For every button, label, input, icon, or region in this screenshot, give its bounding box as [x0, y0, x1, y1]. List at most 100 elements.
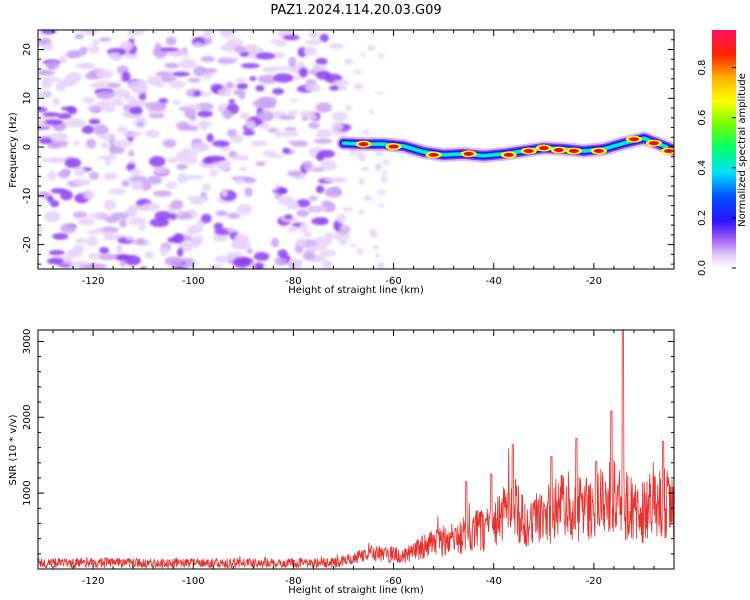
spectrogram-noise-blob [303, 230, 312, 238]
spectrogram-noise-blob [279, 115, 296, 120]
spectrogram-noise-blob [201, 183, 211, 192]
snr-x-tick-label: -20 [586, 576, 602, 587]
spectrogram-noise-blob [62, 168, 71, 175]
spectrogram-noise-blob [140, 266, 147, 269]
spectrogram-noise-blob [191, 142, 211, 152]
spectrogram-noise-blob [178, 58, 197, 70]
spectrogram-noise-blob [319, 249, 337, 257]
spectrogram-noise-blob [89, 171, 99, 181]
spectrogram-noise-blob [96, 69, 114, 79]
snr-x-axis: -120 -100 -80 -60 -40 -20 [52, 330, 675, 587]
spectrogram-noise-blob [123, 131, 139, 138]
spectrogram-noise-blob [282, 34, 300, 41]
spectrogram-noise-blob [99, 246, 110, 255]
spectrogram-noise-blob [94, 227, 105, 234]
signal-hotspot [428, 152, 439, 157]
spectrogram-noise-blob [52, 157, 68, 163]
spectrogram-noise-blob [274, 256, 288, 266]
spectrogram-x-tick-label: -100 [182, 276, 205, 287]
spectrogram-noise-blob [192, 236, 202, 248]
spectrogram-noise-blob [148, 103, 167, 111]
spectrogram-noise-blob [170, 199, 184, 210]
spectrogram-noise-blob [78, 264, 96, 269]
spectrogram-noise-blob [375, 253, 381, 258]
spectrogram-noise-blob [302, 251, 316, 261]
spectrogram-noise-blob [274, 128, 282, 139]
spectrogram-y-label: Frequency (Hz) [8, 112, 19, 188]
spectrogram-y-axis: -20 -10 0 10 20 [22, 29, 674, 265]
spectrogram-noise-blob [46, 195, 54, 203]
spectrogram-x-axis: -120 -100 -80 -60 -40 -20 [52, 30, 675, 287]
snr-x-tick-label: -100 [182, 576, 205, 587]
spectrogram-noise-blob [315, 57, 328, 66]
spectrogram-noise-blob [375, 163, 382, 170]
spectrogram-noise-blob [287, 110, 299, 116]
spectrogram-noise-blob [92, 124, 109, 136]
snr-x-tick-label: -60 [385, 576, 401, 587]
spectrogram-noise-blob [149, 156, 166, 167]
signal-hotspot [463, 151, 474, 156]
spectrogram-noise-blob [98, 37, 112, 42]
spectrogram-noise-blob [181, 47, 188, 54]
spectrogram-noise-blob [138, 79, 147, 89]
spectrogram-noise-blob [119, 218, 127, 228]
spectrogram-noise-blob [244, 187, 253, 197]
spectrogram-noise-blob [193, 91, 201, 97]
spectrogram-noise-blob [311, 217, 329, 226]
spectrogram-noise-blob [226, 129, 238, 137]
spectrogram-noise-blob [308, 195, 318, 201]
spectrogram-noise-blob [111, 98, 124, 103]
spectrogram-noise-blob [236, 82, 249, 90]
spectrogram-noise-blob [262, 150, 277, 157]
spectrogram-noise-blob [213, 233, 228, 242]
spectrogram-noise-blob [377, 53, 385, 60]
snr-panel: -120 -100 -80 -60 -40 -20 1000 2000 3000 Height… [8, 329, 675, 596]
spectrogram-noise-blob [376, 263, 384, 268]
spectrogram-noise-blob [234, 45, 246, 54]
spectrogram-noise-blob [214, 255, 229, 264]
spectrogram-noise-blob [116, 126, 129, 134]
spectrogram-noise-blob [375, 91, 384, 95]
spectrogram-noise-blob [262, 66, 279, 73]
spectrogram-noise-blob [324, 231, 335, 241]
snr-x-tick-label: -120 [82, 576, 105, 587]
spectrogram-noise-blob [73, 166, 86, 177]
spectrogram-y-tick-label: -10 [22, 188, 33, 204]
spectrogram-y-tick-label: -20 [22, 236, 33, 252]
spectrogram-noise-blob [304, 39, 324, 46]
spectrogram-noise-blob [66, 248, 83, 259]
spectrogram-noise-blob [358, 178, 365, 185]
spectrogram-noise-blob [184, 155, 198, 165]
spectrogram-noise-blob [153, 166, 169, 176]
spectrogram-noise-blob [219, 30, 236, 38]
colorbar-gradient [712, 30, 736, 268]
snr-y-axis: 1000 2000 3000 [22, 329, 674, 570]
spectrogram-noise-blob [129, 106, 143, 115]
spectrogram-noise-blob [84, 190, 95, 199]
spectrogram-noise-blob [87, 45, 100, 54]
spectrogram-noise-blob [276, 186, 287, 195]
spectrogram-noise-blob [162, 138, 177, 148]
spectrogram-noise-blob [128, 150, 135, 157]
spectrogram-noise-blob [165, 181, 177, 190]
spectrogram-noise-blob [356, 248, 364, 255]
snr-y-tick-label: 2000 [22, 405, 33, 430]
spectrogram-noise-blob [108, 52, 121, 58]
snr-y-tick-label: 3000 [22, 329, 33, 354]
spectrogram-noise-blob [345, 104, 352, 112]
spectrogram-noise-blob [231, 154, 250, 161]
spectrogram-noise-blob [154, 210, 172, 221]
spectrogram-noise-blob [88, 118, 101, 125]
spectrogram-noise-blob [236, 204, 253, 216]
spectrogram-noise-blob [155, 71, 174, 78]
signal-hotspot [358, 142, 369, 147]
snr-frame [37, 329, 675, 570]
spectrogram-x-tick-label: -80 [285, 276, 301, 287]
spectrogram-noise-blob [119, 259, 127, 268]
spectrogram-noise-blob [167, 156, 179, 164]
spectrogram-noise-blob [209, 169, 219, 177]
spectrogram-noise-blob [338, 238, 347, 246]
spectrogram-noise-blob [233, 89, 243, 96]
spectrogram-noise-blob [89, 106, 102, 114]
spectrogram-noise-blob [316, 128, 332, 139]
